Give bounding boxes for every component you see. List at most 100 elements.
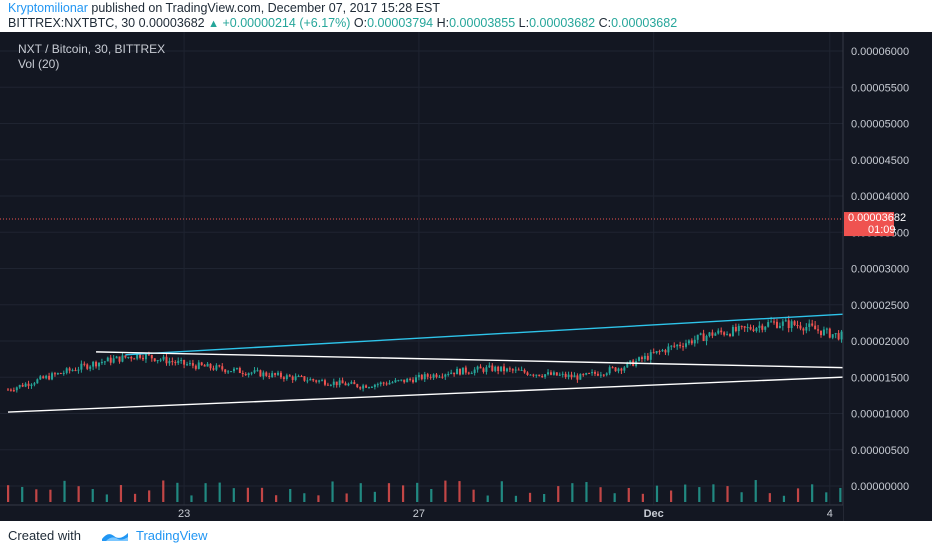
candle-body [438,376,441,378]
candles [7,315,932,393]
price-chart-svg[interactable]: 0.00006000 0.00005500 0.00005000 0.00004500… [0,32,932,521]
volume-bar [77,486,80,502]
time-axis[interactable] [0,505,843,521]
candle-body [555,372,558,376]
chart-legend-pair: NXT / Bitcoin, 30, BITTREX [18,42,165,56]
candle-body [370,386,373,388]
candle-body [156,360,159,362]
candle-body [209,363,212,369]
candle-body [97,362,100,367]
candle-body [817,329,820,331]
candle-body [127,356,130,358]
volume-bar [204,483,207,502]
candle-body [435,374,438,378]
volume-bar [571,483,574,502]
candle-body [567,374,570,377]
price-axis-label: 0.00005000 [851,119,909,131]
time-axis-label: Dec [644,508,664,520]
candle-body [552,372,555,375]
candle-body [819,330,822,336]
candle-body [623,367,626,371]
candle-body [253,370,256,373]
price-axis-label: 0.00001000 [851,409,909,421]
candle-body [508,368,511,370]
candle-body [658,351,661,353]
volume-bar [119,485,123,502]
author-link[interactable]: Kryptomilionar [8,1,88,15]
candle-body [159,359,162,361]
volume-bar [430,489,433,502]
candle-body [731,326,734,336]
volume-bar [359,483,362,502]
candle-body [326,384,329,386]
tradingview-brand-link[interactable]: TradingView [136,528,208,543]
candle-body [561,373,564,375]
candle-body [197,362,200,369]
candle-body [77,369,80,371]
candle-body [467,372,470,374]
trendline-cyan [125,308,932,356]
tradingview-logo-icon[interactable] [100,529,130,546]
volume-bar [105,494,108,502]
candle-body [318,380,321,382]
volume-bar [472,489,475,502]
candle-body [787,320,790,329]
candle-body [347,383,350,386]
volume-bar [373,491,376,502]
published-text: published on TradingView.com, December 0… [91,1,440,15]
candle-body [250,372,253,374]
volume-bar [754,480,757,502]
candle-body [729,334,732,336]
volume-bar [289,488,292,502]
candle-body [429,376,432,378]
price-axis[interactable] [843,32,932,521]
candle-body [288,375,291,377]
candle-body [200,362,203,366]
candle-body [30,384,33,386]
volume-bar [232,488,235,502]
candle-body [726,334,729,336]
candle-body [350,382,353,384]
volume-bar [726,486,729,502]
candle-body [12,390,15,392]
candle-body [511,369,514,371]
volume-bar [486,495,489,502]
candle-body [720,330,723,333]
candle-body [247,373,250,376]
candle-body [599,374,602,376]
volume-bar [557,486,560,502]
candle-body [447,373,450,375]
candle-body [831,334,834,338]
candle-body [268,375,271,377]
volume-bar [133,493,137,502]
candle-body [7,389,9,391]
candle-body [767,322,770,327]
candle-body [174,361,177,363]
candle-body [714,333,717,336]
candle-body [332,381,335,385]
candle-body [56,373,59,375]
candle-body [188,363,191,365]
candle-body [409,378,412,380]
candle-body [397,380,400,382]
candle-body [476,366,479,370]
candle-body [470,373,473,375]
candle-body [749,326,752,330]
candle-body [547,372,550,375]
candle-body [655,351,658,353]
candle-body [764,326,767,330]
volume-bar [698,487,701,502]
time-axis-label: 27 [413,508,425,520]
candle-body [27,383,30,386]
candle-body [323,380,326,385]
candle-body [118,356,121,362]
volume-bar [684,484,687,502]
candle-body [514,369,517,371]
candle-body [206,363,209,367]
open-label: O: [353,16,368,30]
candle-body [282,377,285,379]
candle-body [711,332,714,336]
candle-body [458,368,461,375]
chart-area[interactable]: 0.00006000 0.00005500 0.00005000 0.00004500… [0,32,932,521]
high-value: 0.00003855 [449,16,516,30]
